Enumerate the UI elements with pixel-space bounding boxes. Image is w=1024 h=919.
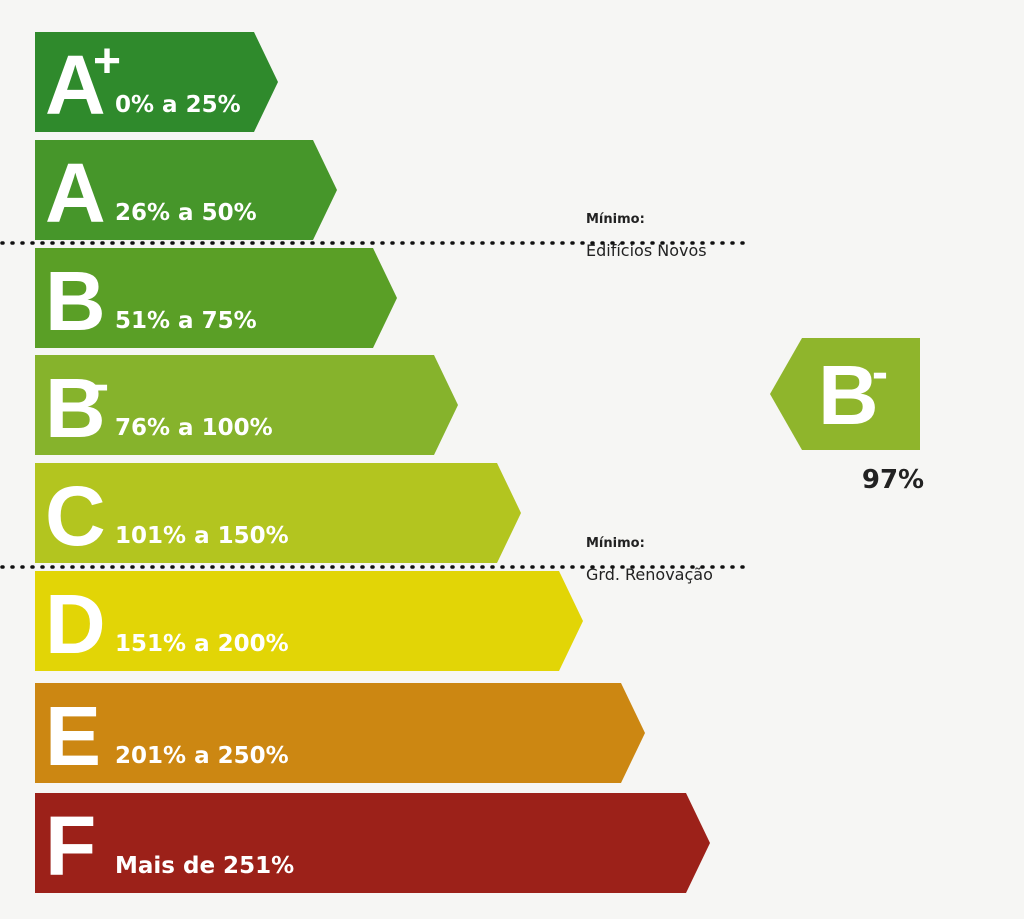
- class-range: 26% a 50%: [115, 200, 257, 226]
- class-bar: [35, 571, 583, 671]
- class-letter: B: [45, 254, 106, 348]
- class-range: 101% a 150%: [115, 523, 289, 549]
- class-letter: F: [45, 799, 96, 893]
- class-range: 201% a 250%: [115, 743, 289, 769]
- class-letter: E: [45, 689, 101, 783]
- class-bar: [35, 355, 458, 455]
- rating-sup: -: [872, 346, 888, 399]
- class-sup: +: [93, 35, 121, 88]
- class-range: 0% a 25%: [115, 92, 241, 118]
- class-letter: A: [45, 38, 106, 132]
- class-letter: D: [45, 577, 106, 671]
- threshold-label: Grd. Renovação: [586, 565, 713, 584]
- rating-value: 97%: [862, 465, 924, 495]
- class-range: 51% a 75%: [115, 308, 257, 334]
- rating-arrow: [770, 338, 920, 450]
- threshold-title: Mínimo:: [586, 212, 645, 227]
- class-bar: [35, 463, 521, 563]
- class-sup: -: [93, 358, 109, 411]
- class-range: 76% a 100%: [115, 415, 273, 441]
- class-bar: [35, 683, 645, 783]
- class-range: 151% a 200%: [115, 631, 289, 657]
- class-letter: B: [45, 361, 106, 455]
- threshold-title: Mínimo:: [586, 536, 645, 551]
- threshold-label: Edifícios Novos: [586, 241, 707, 260]
- class-letter: A: [45, 146, 106, 240]
- class-bar: [35, 248, 397, 348]
- rating-letter: B: [818, 348, 879, 442]
- class-bar: [35, 32, 278, 132]
- class-bar: [35, 140, 337, 240]
- class-bar: [35, 793, 710, 893]
- class-range: Mais de 251%: [115, 853, 294, 879]
- class-letter: C: [45, 469, 106, 563]
